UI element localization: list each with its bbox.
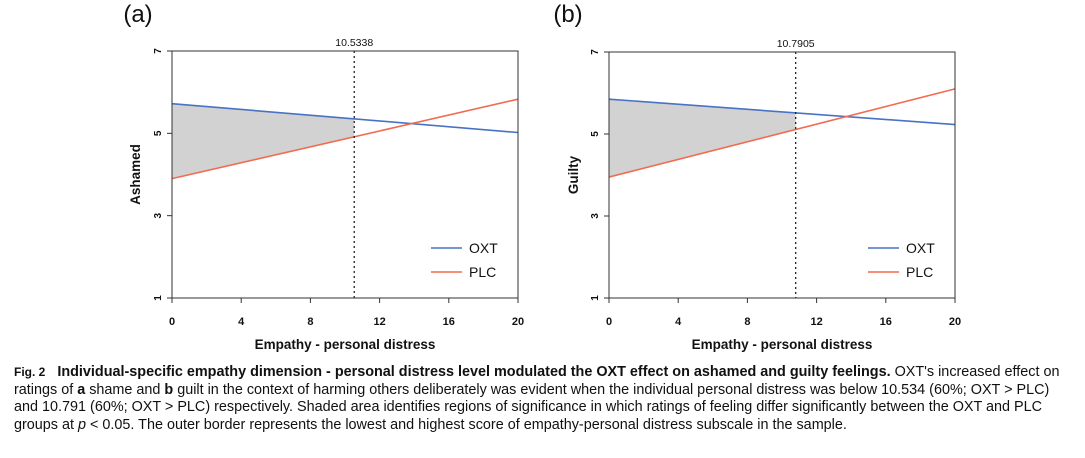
series-line-plc bbox=[171, 98, 519, 180]
y-tick-label: 5 bbox=[590, 131, 601, 137]
caption-text-3: guilt in the context of harming others d… bbox=[14, 381, 1050, 433]
y-tick-label: 7 bbox=[153, 48, 164, 54]
y-tick-label: 3 bbox=[153, 212, 164, 218]
figure: (a) 10.5338 0 4 8 12 16 20 1 3 5 7 Empathy - persona… bbox=[123, 1, 961, 352]
caption-label: Fig. 2 Individual-specific empathy dimen… bbox=[14, 364, 891, 380]
panel-label: (a) bbox=[123, 1, 152, 28]
y-tick-label: 1 bbox=[590, 295, 601, 301]
x-tick-label: 8 bbox=[307, 316, 313, 328]
caption-text-2: shame and bbox=[85, 381, 165, 398]
x-tick-label: 12 bbox=[810, 316, 822, 328]
legend-label-plc: PLC bbox=[469, 264, 496, 280]
legend-label-plc: PLC bbox=[906, 264, 933, 280]
caption-title: Individual-specific empathy dimension - … bbox=[57, 364, 891, 380]
caption-text-1: OXT's increased effect on ratings of bbox=[14, 364, 1060, 398]
x-tick-label: 16 bbox=[880, 316, 892, 328]
y-axis-label: Guilty bbox=[566, 155, 581, 194]
significance-shaded-region bbox=[172, 103, 355, 179]
y-axis-label: Ashamed bbox=[128, 144, 143, 205]
panel-a: (a) 10.5338 0 4 8 12 16 20 1 3 5 7 Empathy - persona… bbox=[123, 1, 524, 352]
legend-label-oxt: OXT bbox=[906, 240, 935, 256]
x-tick-label: 12 bbox=[373, 316, 385, 328]
panel-b: (b) 10.7905 0 4 8 12 16 20 1 3 5 7 Empathy - persona… bbox=[553, 1, 961, 352]
x-tick-label: 4 bbox=[238, 316, 245, 328]
caption-ref-a: a bbox=[77, 381, 86, 398]
plot-frame bbox=[171, 50, 519, 299]
x-axis-label: Empathy - personal distress bbox=[255, 337, 436, 352]
caption-p-symbol: p bbox=[78, 416, 87, 433]
x-tick-label: 16 bbox=[443, 316, 455, 328]
y-tick-label: 5 bbox=[153, 130, 164, 136]
series-line-oxt bbox=[171, 102, 519, 134]
series-line-plc bbox=[608, 88, 956, 178]
caption-fig-number: Fig. 2 bbox=[14, 365, 46, 379]
y-tick-label: 3 bbox=[590, 213, 601, 219]
caption-ref-b: b bbox=[164, 381, 174, 398]
x-tick-label: 20 bbox=[512, 316, 524, 328]
y-tick-label: 7 bbox=[590, 49, 601, 55]
x-tick-label: 8 bbox=[744, 316, 750, 328]
figure-caption: Fig. 2 Individual-specific empathy dimen… bbox=[14, 364, 1072, 434]
x-tick-label: 20 bbox=[949, 316, 961, 328]
x-tick-label: 0 bbox=[606, 316, 612, 328]
panel-label: (b) bbox=[553, 1, 582, 28]
x-tick-label: 0 bbox=[169, 316, 175, 328]
plot-frame bbox=[608, 51, 956, 299]
caption-text-4: < 0.05. The outer border represents the … bbox=[86, 416, 847, 433]
series-line-oxt bbox=[608, 98, 956, 126]
x-axis-label: Empathy - personal distress bbox=[692, 337, 873, 352]
legend-label-oxt: OXT bbox=[469, 240, 498, 256]
threshold-label: 10.7905 bbox=[777, 38, 815, 50]
x-tick-label: 4 bbox=[675, 316, 682, 328]
y-tick-label: 1 bbox=[153, 295, 164, 301]
threshold-label: 10.5338 bbox=[335, 37, 373, 49]
significance-shaded-region bbox=[609, 99, 796, 178]
